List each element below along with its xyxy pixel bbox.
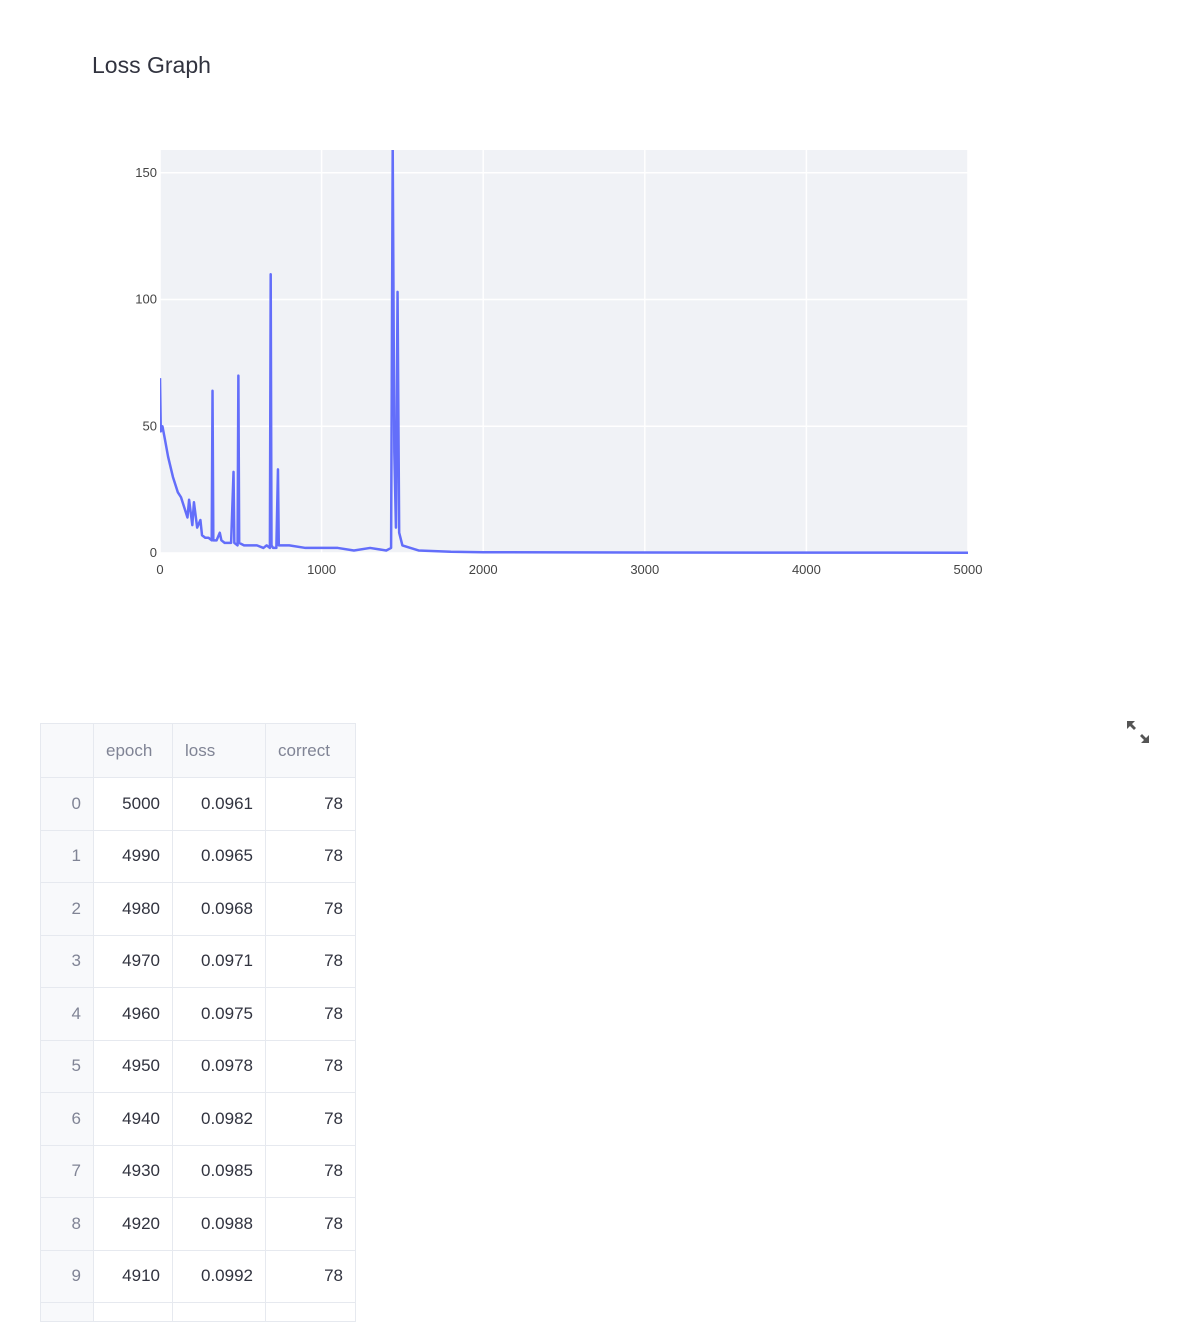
table-cell <box>266 1303 355 1321</box>
table-cell: 4950 <box>94 1040 173 1093</box>
table-cell: 78 <box>266 883 355 936</box>
table-cell: 78 <box>266 1093 355 1146</box>
table-cell: 8 <box>41 1198 94 1251</box>
table-cell: 4990 <box>94 830 173 883</box>
table-cell: 4930 <box>94 1145 173 1198</box>
x-tick-label: 0 <box>156 562 163 577</box>
table-cell: 0.0961 <box>173 778 266 831</box>
table-cell: 0.0968 <box>173 883 266 936</box>
table-cell: 6 <box>41 1093 94 1146</box>
table-cell: 4920 <box>94 1198 173 1251</box>
table-cell: 4980 <box>94 883 173 936</box>
plot-area <box>160 150 968 553</box>
table-cell: 0.0975 <box>173 988 266 1041</box>
y-tick-label: 50 <box>143 418 157 433</box>
table-cell: 0 <box>41 778 94 831</box>
table-cell: loss <box>173 724 266 778</box>
x-tick-label: 2000 <box>469 562 498 577</box>
table-cell: 2 <box>41 883 94 936</box>
table-cell: 0.0982 <box>173 1093 266 1146</box>
table-cell: 78 <box>266 778 355 831</box>
fullscreen-button[interactable] <box>1125 719 1151 745</box>
table-cell: 9 <box>41 1250 94 1303</box>
table-cell: 78 <box>266 1198 355 1251</box>
table-cell: 0.0978 <box>173 1040 266 1093</box>
x-tick-label: 5000 <box>954 562 983 577</box>
table-cell: 78 <box>266 1251 355 1303</box>
table-cell: 78 <box>266 936 355 988</box>
chart: 0 50 100 150 0 1000 2000 3000 4000 5000 <box>135 150 983 577</box>
table-cell: 4970 <box>94 935 173 988</box>
table-cell: 0.0992 <box>173 1250 266 1303</box>
table-cell: 1 <box>41 830 94 883</box>
table-cell: 5 <box>41 1040 94 1093</box>
table-cell: 0.0971 <box>173 935 266 988</box>
y-tick-label: 0 <box>150 545 157 560</box>
table-cell: 4960 <box>94 988 173 1041</box>
table-cell: 78 <box>266 1041 355 1093</box>
page-title: Loss Graph <box>92 52 211 78</box>
x-tick-label: 3000 <box>630 562 659 577</box>
table-cell: 0.0965 <box>173 830 266 883</box>
table-cell: 4 <box>41 988 94 1041</box>
table-cell: correct <box>266 724 355 778</box>
loss-line <box>160 150 969 554</box>
y-tick-label: 100 <box>135 292 157 307</box>
icon <box>1140 734 1149 743</box>
table-cell: 78 <box>266 1146 355 1198</box>
table-cell: 4940 <box>94 1093 173 1146</box>
table-cell <box>173 1303 266 1321</box>
table-cell: 3 <box>41 935 94 988</box>
table-cell: 4910 <box>94 1250 173 1303</box>
x-tick-label: 1000 <box>307 562 336 577</box>
y-tick-label: 150 <box>135 165 157 180</box>
x-tick-label: 4000 <box>792 562 821 577</box>
table-cell: 78 <box>266 988 355 1041</box>
icon <box>1127 721 1136 730</box>
table-cell <box>41 1303 94 1321</box>
data-table: epoch loss correct 0 5000 0.0961 78 1 4990 0.0965… <box>40 723 356 1322</box>
table-cell: epoch <box>94 724 173 778</box>
table-cell <box>94 1303 173 1321</box>
table-cell: 7 <box>41 1145 94 1198</box>
table-cell: 78 <box>266 831 355 883</box>
table-cell <box>41 724 94 778</box>
table-cell: 5000 <box>94 778 173 831</box>
table-cell: 0.0988 <box>173 1198 266 1251</box>
table-cell: 0.0985 <box>173 1145 266 1198</box>
